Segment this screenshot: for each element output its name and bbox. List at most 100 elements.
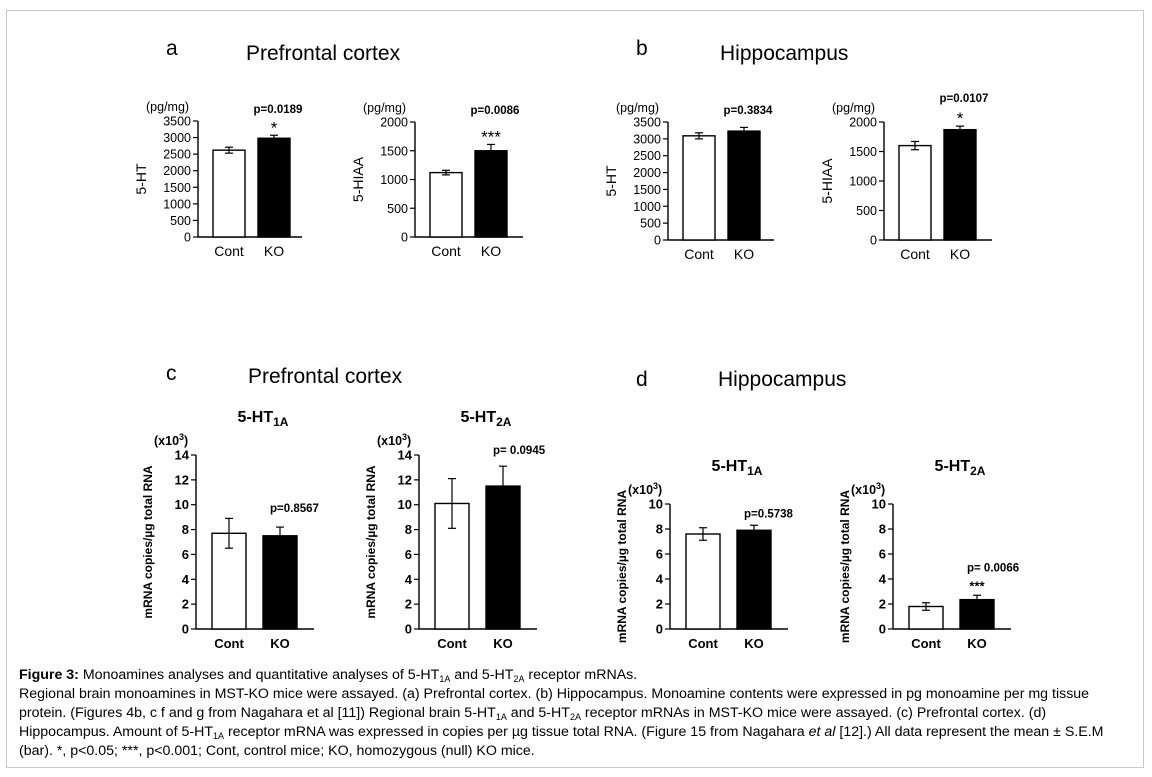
x-tick-label: KO — [950, 246, 970, 262]
y-axis-label: mRNA copies/µg total RNA — [364, 465, 378, 618]
bar-ko — [727, 130, 761, 241]
unit-label: (pg/mg) — [832, 101, 875, 115]
p-value-label: p=0.3834 — [724, 105, 774, 117]
y-tick-label: 8 — [879, 522, 886, 537]
y-tick-label: 10 — [872, 497, 886, 512]
panel-letter-b: b — [636, 37, 648, 60]
unit-label: (pg/mg) — [363, 101, 406, 115]
caption-sub: 2A — [569, 712, 581, 722]
x-tick-label: Cont — [214, 243, 244, 259]
bar-ko — [736, 529, 772, 630]
caption-sub: 1A — [495, 712, 507, 722]
panel-title-a: Prefrontal cortex — [246, 42, 401, 65]
y-tick-label: 12 — [175, 472, 189, 487]
caption-body: Regional brain monoamines in MST-KO mice… — [19, 685, 1137, 761]
caption-text: receptor mRNA was expressed in copies pe… — [224, 724, 809, 740]
p-value-label: p=0.0107 — [940, 93, 989, 105]
y-tick-label: 10 — [175, 497, 189, 512]
chart-a-5hiaa: 0 500 1000 1500 2000 Cont KO 5-HIAA (pg/mg) p=0.0… — [350, 101, 523, 259]
y-tick-label: 8 — [182, 522, 189, 537]
panel-title-d: Hippocampus — [718, 368, 846, 391]
x-tick-label: Cont — [431, 243, 461, 259]
y-tick-label: 0 — [405, 622, 412, 637]
bar-ko — [943, 128, 977, 241]
unit-label: (x103) — [154, 432, 188, 448]
caption-italic: et al — [808, 724, 836, 740]
y-axis-label: mRNA copies/µg total RNA — [141, 465, 155, 618]
y-tick-label: 1500 — [163, 181, 191, 195]
caption-sub: 1A — [439, 674, 451, 684]
y-tick-label: 0 — [184, 231, 191, 245]
x-tick-label: Cont — [911, 636, 941, 651]
y-axis-label: 5-HT — [603, 165, 619, 197]
y-tick-label: 3500 — [163, 115, 191, 129]
x-tick-label: KO — [264, 243, 284, 259]
y-tick-label: 500 — [640, 217, 661, 231]
y-tick-label: 2500 — [163, 148, 191, 162]
chart-d-5ht1a: 0 2 4 6 8 10 Cont KO mRNA copies/µg total RNA (x1… — [615, 458, 794, 651]
p-value-label: p=0.0086 — [471, 105, 520, 117]
y-tick-label: 3000 — [163, 131, 191, 145]
y-tick-label: 12 — [398, 472, 412, 487]
bar-cont — [685, 533, 721, 630]
y-tick-label: 10 — [398, 497, 412, 512]
y-tick-label: 2000 — [380, 116, 408, 130]
y-tick-label: 4 — [182, 572, 190, 587]
y-tick-label: 0 — [654, 234, 661, 248]
x-tick-label: Cont — [684, 246, 714, 262]
x-tick-label: KO — [481, 243, 501, 259]
y-tick-label: 500 — [170, 214, 191, 228]
bar-ko — [959, 598, 995, 630]
caption-sub: 2A — [513, 674, 525, 684]
chart-c-5ht1a: 0 2 4 6 8 10 12 14 Cont KO mRNA copies/µg total RN… — [141, 409, 319, 651]
y-tick-label: 2000 — [849, 116, 877, 130]
y-axis-label: 5-HT — [133, 163, 149, 195]
y-tick-label: 3500 — [633, 116, 661, 130]
chart-title: 5-HT2A — [461, 409, 512, 429]
y-tick-label: 6 — [405, 547, 412, 562]
chart-title: 5-HT2A — [935, 458, 986, 478]
y-tick-label: 2 — [405, 597, 412, 612]
y-tick-label: 2000 — [633, 166, 661, 180]
y-tick-label: 1500 — [380, 144, 408, 158]
x-tick-label: KO — [270, 636, 290, 651]
y-tick-label: 6 — [656, 547, 663, 562]
chart-b-5ht: 0 500 1000 1500 2000 2500 3000 3500 Cont KO 5-HT (p… — [603, 101, 774, 262]
y-tick-label: 2 — [656, 597, 663, 612]
unit-label: (x103) — [377, 432, 411, 448]
significance-marker: *** — [481, 127, 501, 146]
y-tick-label: 1000 — [633, 200, 661, 214]
y-tick-label: 500 — [856, 204, 877, 218]
panel-title-b: Hippocampus — [720, 42, 848, 65]
y-tick-label: 1500 — [849, 145, 877, 159]
y-tick-label: 500 — [387, 202, 408, 216]
panel-letter-c: c — [166, 362, 177, 385]
chart-title: 5-HT1A — [238, 409, 289, 429]
panel-letter-a: a — [166, 37, 178, 60]
y-tick-label: 2 — [182, 597, 189, 612]
y-tick-label: 8 — [656, 522, 663, 537]
y-tick-label: 0 — [879, 622, 886, 637]
p-value-label: p= 0.0066 — [967, 562, 1019, 574]
unit-label: (x103) — [851, 481, 885, 497]
y-tick-label: 4 — [656, 572, 664, 587]
p-value-label: p=0.5738 — [744, 508, 794, 520]
unit-label: (pg/mg) — [616, 101, 659, 115]
chart-d-5ht2a: 0 2 4 6 8 10 Cont KO mRNA copies/µg total RNA (x1… — [838, 458, 1019, 651]
x-tick-label: Cont — [214, 636, 244, 651]
p-value-label: p= 0.0945 — [493, 445, 546, 457]
figure-frame — [6, 10, 1144, 768]
unit-label: (pg/mg) — [146, 100, 189, 114]
caption-text: receptor mRNAs in MST-KO mice were assay… — [19, 705, 1047, 740]
caption-text: Regional brain monoamines in MST-KO mice… — [19, 686, 1090, 721]
chart-a-5ht: 0 500 1000 1500 2000 2500 3000 3500 Cont KO 5-HT (p… — [133, 100, 302, 259]
caption-text: and 5-HT — [450, 667, 514, 683]
y-axis-label: mRNA copies/µg total RNA — [615, 490, 629, 643]
significance-marker: *** — [969, 578, 985, 593]
chart-b-5hiaa: 0 500 1000 1500 2000 Cont KO 5-HIAA (pg/mg) p=0.0… — [819, 93, 992, 262]
significance-marker: * — [271, 118, 278, 137]
y-tick-label: 14 — [175, 448, 190, 463]
bar-ko — [485, 485, 521, 630]
y-tick-label: 4 — [405, 572, 413, 587]
